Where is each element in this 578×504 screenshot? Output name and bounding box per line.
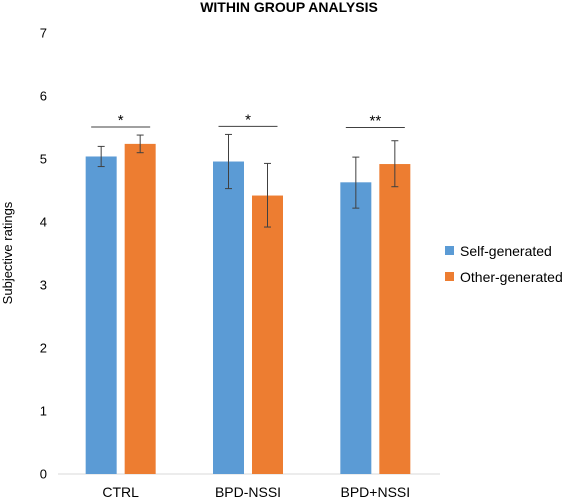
x-tick-label: CTRL (102, 484, 139, 500)
bar-self-generated-1 (213, 161, 244, 474)
y-tick-label: 5 (40, 152, 47, 167)
legend-swatch-other-generated (445, 272, 454, 281)
legend-label-self-generated: Self-generated (460, 243, 552, 259)
bar-self-generated-2 (340, 182, 372, 474)
legend-swatch-self-generated (445, 246, 454, 255)
bar-other-generated-0 (124, 143, 156, 474)
category-labels: CTRL BPD-NSSI BPD+NSSI (102, 484, 410, 500)
plot-area: * * ** (58, 111, 440, 475)
x-tick-label: BPD+NSSI (341, 484, 411, 500)
y-tick-label: 4 (40, 215, 47, 230)
y-axis-ticks: 0 1 2 3 4 5 6 7 (40, 26, 47, 482)
y-tick-label: 1 (40, 404, 47, 419)
y-axis-label: Subjective ratings (0, 201, 15, 304)
chart-title: WITHIN GROUP ANALYSIS (200, 0, 378, 15)
significance-label: ** (369, 113, 381, 130)
bar-other-generated-2 (379, 164, 411, 475)
significance-label: * (118, 112, 124, 129)
bar-self-generated-0 (85, 156, 117, 475)
significance-label: * (245, 111, 251, 128)
y-tick-label: 6 (40, 89, 47, 104)
y-tick-label: 3 (40, 278, 47, 293)
x-tick-label: BPD-NSSI (215, 484, 281, 500)
legend-label-other-generated: Other-generated (460, 269, 563, 285)
y-tick-label: 7 (40, 26, 47, 41)
bar-other-generated-1 (252, 195, 283, 475)
y-tick-label: 2 (40, 341, 47, 356)
y-tick-label: 0 (40, 467, 47, 482)
legend: Self-generated Other-generated (445, 243, 563, 285)
